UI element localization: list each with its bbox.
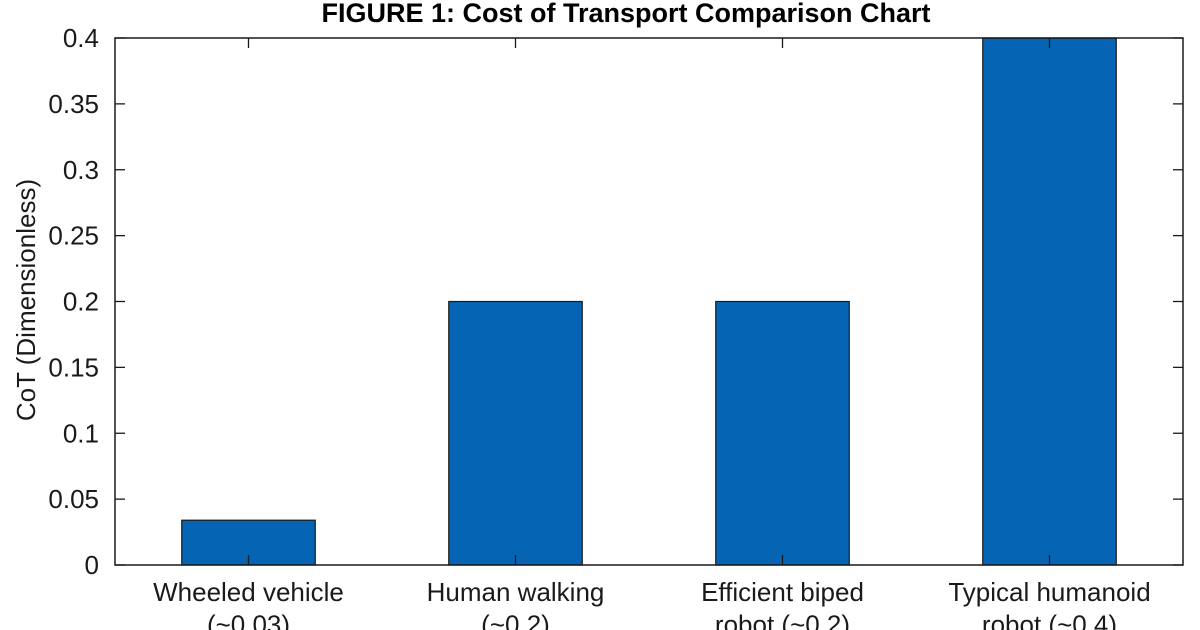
- chart-title: FIGURE 1: Cost of Transport Comparison C…: [321, 0, 930, 28]
- x-tick-label-line-3-0: Typical humanoid: [948, 577, 1150, 607]
- plot-area: 0 0.05 0.1 0.15 0.2 0.25 0.3 0.35 0.4 Wheeled veh…: [48, 23, 1184, 630]
- x-tick-label-line-0-1: (~0.03): [207, 610, 290, 630]
- y-tick-label-1: 0.05: [48, 484, 99, 514]
- y-tick-label-3: 0.15: [48, 352, 99, 382]
- x-tick-label-line-1-1: (~0.2): [481, 610, 550, 630]
- x-tick-label-2: Efficient biped robot (~0.2): [701, 577, 864, 630]
- y-tick-label-4: 0.2: [63, 287, 99, 317]
- y-tick-label-8: 0.4: [63, 23, 99, 53]
- x-tick-label-line-1-0: Human walking: [427, 577, 605, 607]
- x-tick-label-line-2-1: robot (~0.2): [715, 610, 850, 630]
- y-tick-label-2: 0.1: [63, 418, 99, 448]
- y-tick-label-7: 0.35: [48, 89, 99, 119]
- bar-2: [715, 300, 850, 566]
- x-tick-label-1: Human walking (~0.2): [427, 577, 605, 630]
- x-tick-label-3: Typical humanoid robot (~0.4): [948, 577, 1150, 630]
- y-tick-label-5: 0.25: [48, 221, 99, 251]
- x-tick-label-line-3-1: robot (~0.4): [982, 610, 1117, 630]
- bar-3: [982, 37, 1117, 566]
- x-tick-label-line-2-0: Efficient biped: [701, 577, 864, 607]
- x-tick-label-0: Wheeled vehicle (~0.03): [153, 577, 344, 630]
- bar-1: [448, 300, 583, 566]
- y-tick-label-0: 0: [85, 550, 99, 580]
- x-tick-label-line-0-0: Wheeled vehicle: [153, 577, 344, 607]
- y-axis-label: CoT (Dimensionless): [11, 179, 41, 421]
- y-tick-label-6: 0.3: [63, 155, 99, 185]
